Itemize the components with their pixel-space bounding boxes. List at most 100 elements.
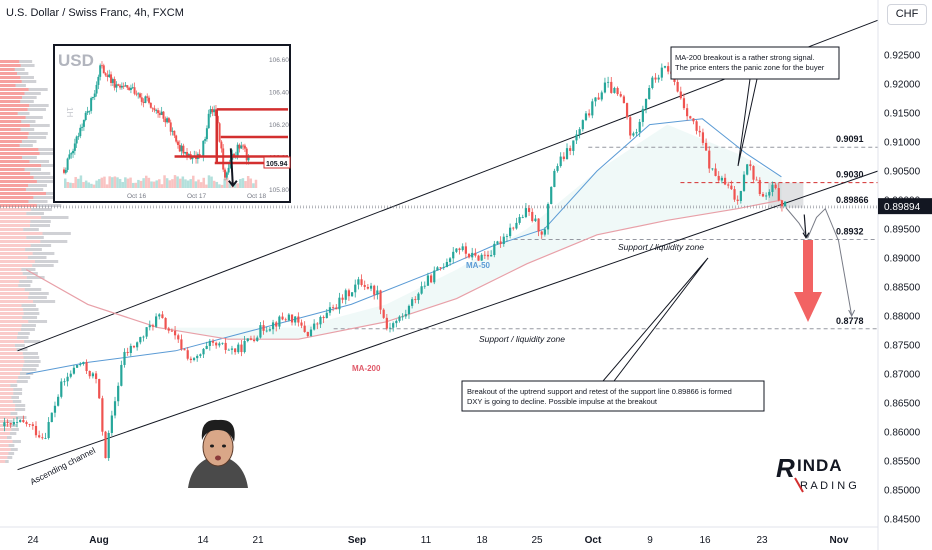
profile-bar-up bbox=[21, 80, 37, 83]
candle-body bbox=[12, 422, 15, 425]
candle-body bbox=[490, 255, 493, 257]
profile-bar-down bbox=[0, 420, 8, 423]
candle-body bbox=[19, 420, 22, 423]
candle-body bbox=[278, 316, 281, 327]
inset-volume-bar bbox=[87, 182, 91, 188]
candle-body bbox=[44, 438, 47, 439]
inset-candle-body bbox=[120, 85, 123, 88]
candle-body bbox=[723, 177, 727, 185]
inset-candle-body bbox=[146, 96, 149, 98]
candle-body bbox=[445, 261, 449, 268]
candle-body bbox=[262, 325, 265, 331]
inset-candle-body bbox=[198, 154, 201, 157]
candle-body bbox=[565, 148, 569, 160]
inset-volume-bar bbox=[95, 180, 98, 188]
candle-body bbox=[132, 345, 136, 348]
inset-volume-bar bbox=[108, 176, 111, 188]
inset-candle-body bbox=[213, 109, 216, 113]
profile-bar-up bbox=[15, 84, 26, 87]
candle-body bbox=[527, 208, 531, 212]
candle-body bbox=[398, 316, 401, 321]
profile-bar-down bbox=[0, 176, 34, 179]
candle-body bbox=[350, 292, 354, 297]
candle-body bbox=[183, 349, 186, 351]
profile-bar-up bbox=[14, 68, 25, 71]
candle-body bbox=[720, 177, 723, 181]
profile-bar-up bbox=[18, 376, 31, 379]
candle-body bbox=[736, 199, 739, 201]
candle-body bbox=[392, 323, 395, 328]
profile-bar-up bbox=[23, 356, 40, 359]
inset-candle-body bbox=[225, 172, 228, 178]
candle-body bbox=[657, 77, 660, 80]
candle-body bbox=[452, 251, 455, 259]
inset-candle-body bbox=[79, 127, 82, 137]
candle-body bbox=[309, 329, 313, 337]
candle-body bbox=[155, 316, 158, 327]
candle-body bbox=[148, 325, 151, 328]
inset-frame bbox=[53, 44, 291, 203]
candle-body bbox=[448, 258, 452, 262]
candle-body bbox=[41, 437, 44, 439]
inset-candle-body bbox=[191, 157, 194, 160]
profile-bar-down bbox=[0, 100, 21, 103]
logo-accent bbox=[794, 477, 804, 493]
inset-volume-bar bbox=[97, 179, 101, 188]
candle-body bbox=[252, 339, 256, 341]
profile-bar-up bbox=[11, 428, 19, 431]
inset-candle-body bbox=[104, 73, 107, 76]
x-tick-label: 21 bbox=[252, 535, 264, 546]
inset-y-tick: 106.40 bbox=[269, 90, 289, 97]
inset-candle-body bbox=[84, 112, 87, 121]
y-tick-label: 0.84500 bbox=[884, 515, 921, 526]
inset-y-tick: 105.80 bbox=[269, 187, 289, 194]
inset-volume-bar bbox=[103, 176, 106, 188]
inset-volume-bar bbox=[105, 184, 109, 188]
candle-body bbox=[271, 322, 275, 330]
ma200-label: MA-200 bbox=[352, 364, 381, 373]
inset-volume-bar bbox=[158, 179, 161, 188]
currency-button[interactable]: CHF bbox=[887, 4, 927, 25]
small-arrow-line bbox=[803, 214, 807, 238]
profile-bar-up bbox=[27, 136, 47, 139]
inset-volume-bar bbox=[84, 180, 88, 188]
candle-body bbox=[588, 113, 591, 116]
profile-bar-up bbox=[36, 204, 62, 207]
inset-candle-body bbox=[167, 118, 170, 123]
inset-volume-bar bbox=[66, 182, 70, 188]
candle-body bbox=[136, 342, 139, 348]
profile-bar-down bbox=[0, 328, 21, 331]
profile-bar-up bbox=[15, 408, 26, 411]
candle-body bbox=[237, 344, 240, 353]
profile-bar-down bbox=[0, 152, 40, 155]
candle-body bbox=[180, 339, 183, 350]
candle-body bbox=[625, 103, 629, 118]
logo-word-1: INDA bbox=[797, 456, 843, 475]
inset-candle-body bbox=[142, 101, 145, 103]
inset-volume-bar bbox=[155, 180, 158, 188]
candle-body bbox=[53, 405, 57, 413]
candle-body bbox=[306, 331, 309, 337]
candle-body bbox=[164, 318, 167, 329]
candle-body bbox=[186, 350, 189, 359]
inset-volume-bar bbox=[218, 184, 221, 188]
ma50-label: MA-50 bbox=[466, 261, 491, 270]
profile-bar-up bbox=[17, 332, 30, 335]
candle-body bbox=[502, 236, 505, 244]
candle-body bbox=[281, 316, 284, 320]
profile-bar-up bbox=[17, 336, 29, 339]
inset-volume-bar bbox=[181, 176, 185, 188]
ma-fill bbox=[26, 124, 782, 340]
profile-bar-down bbox=[0, 264, 33, 267]
volume-profile bbox=[0, 60, 77, 463]
candle-body bbox=[714, 168, 717, 176]
y-tick-label: 0.92000 bbox=[884, 80, 921, 91]
inset-candle-body bbox=[102, 65, 105, 74]
candle-body bbox=[471, 252, 474, 258]
inset-volume-bar bbox=[212, 180, 216, 188]
candle-body bbox=[290, 314, 294, 323]
logo-word-2: R A D I N G bbox=[800, 480, 857, 492]
candle-body bbox=[265, 330, 268, 332]
logo: R INDA R A D I N G bbox=[776, 453, 857, 493]
